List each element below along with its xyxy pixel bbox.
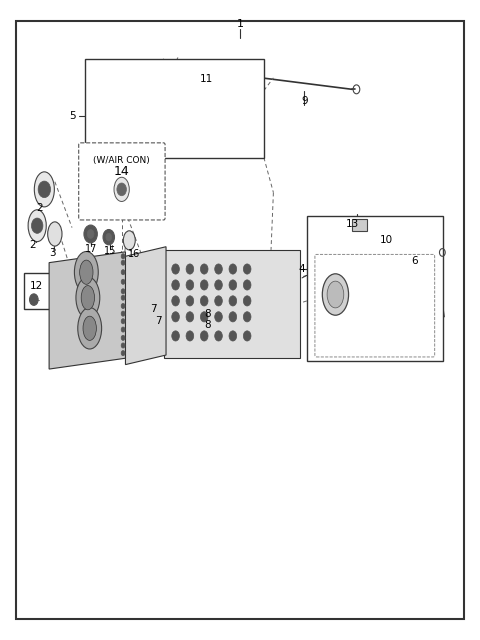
Text: 17: 17 [85,244,97,253]
Circle shape [121,295,125,300]
Text: 13: 13 [346,219,359,228]
Circle shape [243,280,251,290]
Circle shape [172,264,180,274]
Circle shape [121,279,125,284]
Text: 7: 7 [150,303,156,314]
Circle shape [84,225,97,243]
Circle shape [32,218,43,234]
Text: (W/AIR CON): (W/AIR CON) [93,156,150,165]
Text: 4: 4 [299,264,305,274]
Bar [307,216,443,362]
Circle shape [243,296,251,306]
Ellipse shape [114,177,129,202]
Circle shape [229,280,237,290]
Text: 7: 7 [156,316,162,326]
Ellipse shape [28,210,46,242]
Text: 1: 1 [237,19,243,29]
Circle shape [121,335,125,340]
Text: 15: 15 [104,246,116,256]
Circle shape [87,230,94,239]
Ellipse shape [323,274,348,316]
Ellipse shape [123,231,135,250]
Circle shape [200,312,208,322]
Circle shape [121,343,125,348]
Ellipse shape [74,252,98,293]
Circle shape [215,296,222,306]
Polygon shape [164,250,300,358]
Circle shape [200,280,208,290]
Circle shape [186,296,194,306]
Bar [352,220,367,231]
Circle shape [121,351,125,356]
Circle shape [121,289,125,294]
Circle shape [200,331,208,341]
Circle shape [186,331,194,341]
Text: 2: 2 [29,240,36,250]
FancyBboxPatch shape [315,254,435,357]
Text: 5: 5 [69,111,75,121]
Text: 16: 16 [128,249,140,259]
Text: 14: 14 [114,165,130,178]
Circle shape [121,327,125,332]
Circle shape [121,319,125,324]
Circle shape [186,280,194,290]
Circle shape [229,331,237,341]
FancyBboxPatch shape [79,143,165,220]
Circle shape [106,234,112,241]
Text: 2: 2 [36,204,43,214]
Text: 3: 3 [49,248,56,258]
Circle shape [200,296,208,306]
Circle shape [121,269,125,275]
Ellipse shape [327,281,344,308]
Text: 6: 6 [411,257,418,266]
Ellipse shape [48,222,62,246]
Text: 9: 9 [301,97,308,106]
Circle shape [121,253,125,259]
Text: 10: 10 [380,235,393,244]
Circle shape [38,181,50,198]
Ellipse shape [83,316,96,340]
Circle shape [229,296,237,306]
Circle shape [243,264,251,274]
Circle shape [215,312,222,322]
Circle shape [121,260,125,265]
Circle shape [117,183,126,196]
Circle shape [200,264,208,274]
Text: 12: 12 [30,281,43,291]
Ellipse shape [34,172,54,207]
Circle shape [243,312,251,322]
Circle shape [172,280,180,290]
Circle shape [215,331,222,341]
Bar [85,59,264,157]
Text: 8: 8 [204,308,211,319]
Ellipse shape [81,285,95,310]
Circle shape [229,264,237,274]
Circle shape [215,280,222,290]
Circle shape [30,294,38,305]
Polygon shape [49,252,125,369]
Ellipse shape [80,260,93,284]
Circle shape [121,311,125,316]
Circle shape [121,303,125,308]
Circle shape [172,312,180,322]
Circle shape [243,331,251,341]
Ellipse shape [78,308,102,349]
Circle shape [172,296,180,306]
Ellipse shape [76,277,100,319]
Text: 11: 11 [200,74,213,84]
Circle shape [215,264,222,274]
Bar [24,273,59,308]
Polygon shape [125,246,166,365]
Text: 8: 8 [204,320,211,330]
Circle shape [229,312,237,322]
Circle shape [103,230,115,245]
Circle shape [186,264,194,274]
Circle shape [172,331,180,341]
Circle shape [186,312,194,322]
